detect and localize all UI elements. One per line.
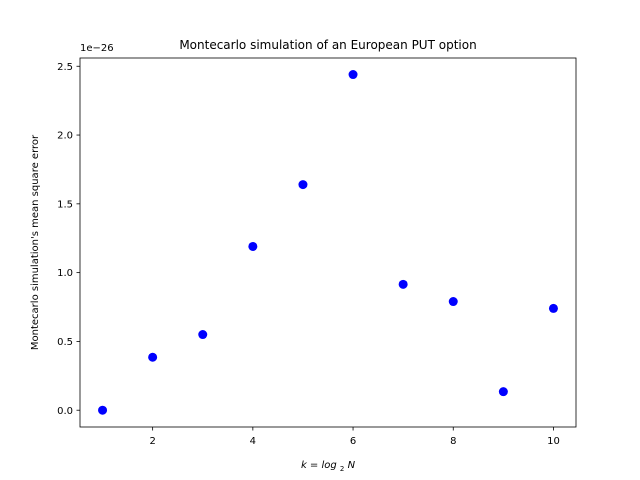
data-point xyxy=(448,297,458,307)
x-axis-label: k = log 2 N xyxy=(301,460,356,474)
x-tick-label: 4 xyxy=(250,436,256,447)
data-point xyxy=(98,405,108,415)
y-axis-label: Montecarlo simulation's mean square erro… xyxy=(30,134,41,350)
data-point xyxy=(498,387,508,397)
y-tick-label: 1.5 xyxy=(57,199,73,210)
x-axis-label-eq: = xyxy=(310,460,322,471)
y-tick-label: 2.5 xyxy=(57,62,73,73)
data-point xyxy=(398,279,408,289)
data-point xyxy=(148,352,158,362)
data-point xyxy=(298,180,308,190)
data-point xyxy=(198,330,208,340)
plot-area: 2 4 6 8 10 0.0 0.5 1.0 1.5 2.0 2.5 xyxy=(57,62,560,447)
x-axis-label-k: k xyxy=(301,460,308,471)
y-tick-label: 2.0 xyxy=(57,131,73,142)
chart-title: Montecarlo simulation of an European PUT… xyxy=(179,38,476,52)
y-tick-label: 1.0 xyxy=(57,268,73,279)
x-tick-label: 2 xyxy=(149,436,155,447)
x-tick-label: 10 xyxy=(547,436,560,447)
y-tick-label: 0.5 xyxy=(57,337,73,348)
x-tick-label: 8 xyxy=(450,436,456,447)
data-point xyxy=(348,70,358,80)
data-point xyxy=(548,303,558,313)
x-axis-label-log: log xyxy=(321,460,336,471)
axes-frame xyxy=(79,57,577,428)
x-axis-label-sub: 2 xyxy=(340,465,344,473)
x-axis-label-n: N xyxy=(348,460,356,471)
x-tick-label: 6 xyxy=(350,436,356,447)
y-tick-label: 0.0 xyxy=(57,406,73,417)
y-offset-label: 1e−26 xyxy=(80,43,114,54)
data-point xyxy=(248,241,258,251)
